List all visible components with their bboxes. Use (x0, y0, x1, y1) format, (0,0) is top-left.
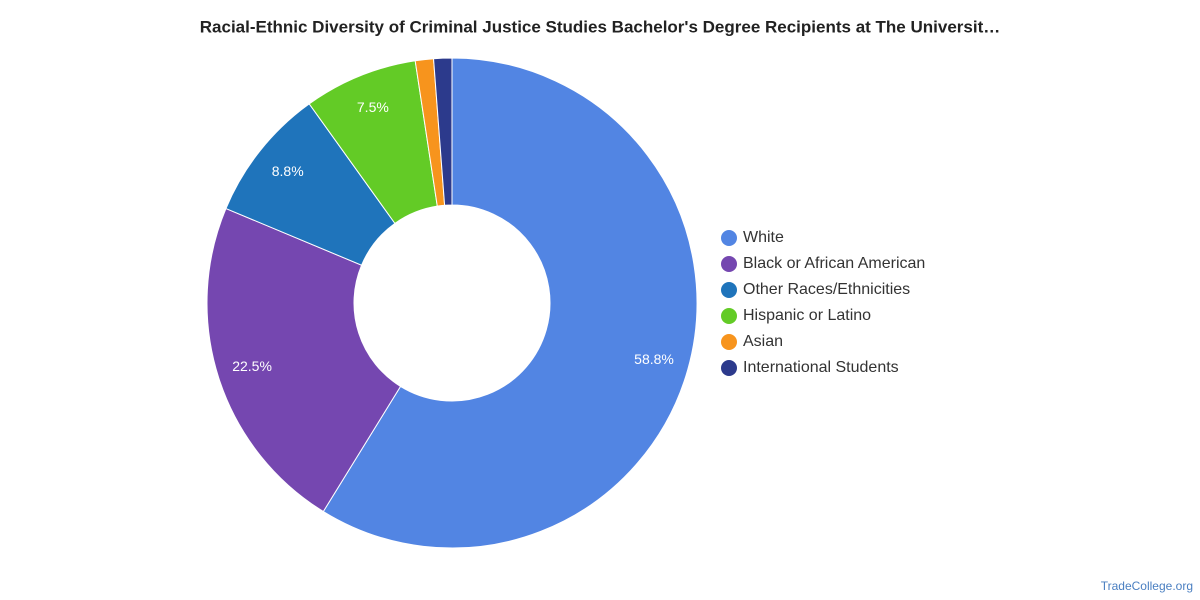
legend-label: Other Races/Ethnicities (743, 281, 910, 298)
legend-marker (721, 360, 737, 376)
chart-title: Racial-Ethnic Diversity of Criminal Just… (200, 17, 1000, 36)
data-label: 22.5% (232, 358, 272, 374)
legend-label: Black or African American (743, 255, 925, 272)
source[interactable]: TradeCollege.org (1101, 579, 1193, 593)
legend-marker (721, 256, 737, 272)
legend-label: Asian (743, 333, 783, 350)
slice (433, 57, 453, 206)
slice (206, 207, 402, 513)
data-label: 58.8% (634, 351, 674, 367)
legend-marker (721, 308, 737, 324)
slice (322, 57, 698, 549)
legend-marker (721, 334, 737, 350)
data-label: 7.5% (357, 99, 389, 115)
data-label: 8.8% (272, 163, 304, 179)
legend-marker (721, 230, 737, 246)
legend-label: White (743, 229, 784, 246)
legend-label: International Students (743, 359, 899, 376)
legend-marker (721, 282, 737, 298)
legend-label: Hispanic or Latino (743, 307, 871, 324)
